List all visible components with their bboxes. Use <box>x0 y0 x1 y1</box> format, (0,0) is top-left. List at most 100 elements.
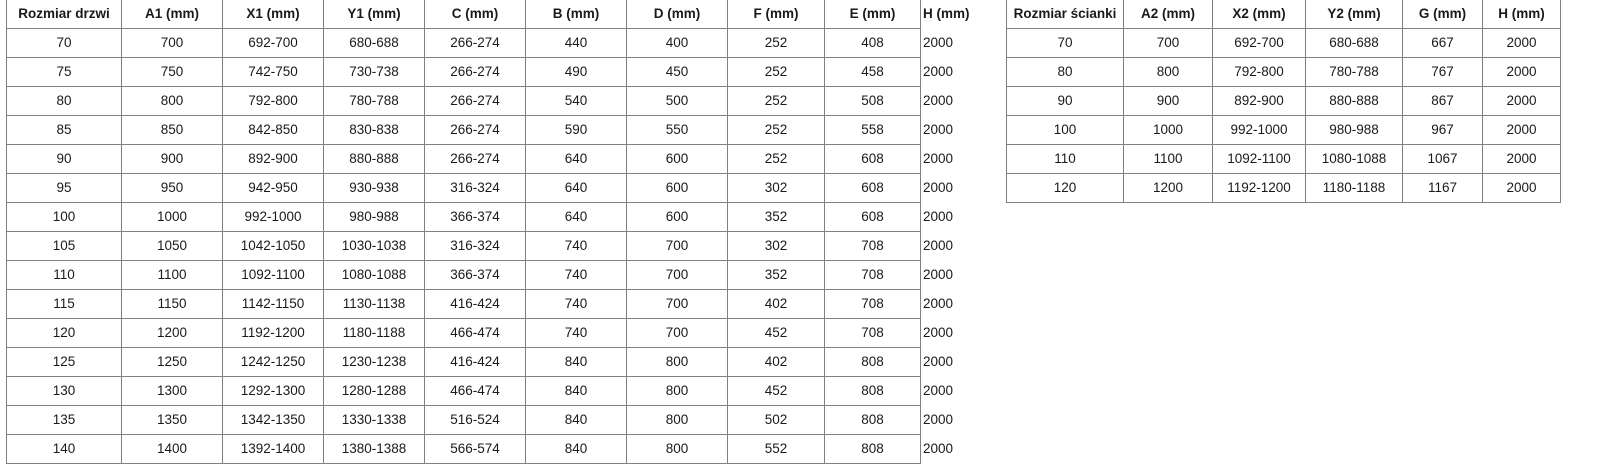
doors-cell-r13-c7: 502 <box>727 405 825 435</box>
table-row: 100 1000 992-1000 980-988 967 2000 <box>1006 115 1561 145</box>
table-row: 85 850 842-850 830-838 266-274 590 550 252 558 20… <box>6 115 953 145</box>
doors-table-header-row: Rozmiar drzwi A1 (mm) X1 (mm) Y1 (mm) C (mm)… <box>6 0 970 29</box>
doors-cell-r8-c1: 1100 <box>121 260 223 290</box>
table-row: 130 1300 1292-1300 1280-1288 466-474 840 800 45… <box>6 376 953 406</box>
doors-cell-r3-c2: 842-850 <box>222 115 324 145</box>
doors-cell-r9-c2: 1142-1150 <box>222 289 324 319</box>
wall-table-header-row: Rozmiar ścianki A2 (mm) X2 (mm) Y2 (mm) G (m… <box>1006 0 1561 29</box>
doors-cell-r10-c7: 452 <box>727 318 825 348</box>
doors-table-body: 70 700 692-700 680-688 266-274 440 400 252 408 20… <box>6 28 953 464</box>
wall-cell-r0-c5: 2000 <box>1482 28 1561 58</box>
doors-cell-r11-c8: 808 <box>824 347 921 377</box>
doors-cell-r11-c2: 1242-1250 <box>222 347 324 377</box>
doors-cell-r12-c5: 840 <box>525 376 627 406</box>
wall-cell-r5-c0: 120 <box>1006 173 1124 203</box>
doors-cell-r7-c1: 1050 <box>121 231 223 261</box>
doors-cell-r14-c8: 808 <box>824 434 921 464</box>
doors-cell-r1-c0: 75 <box>6 57 122 87</box>
table-row: 100 1000 992-1000 980-988 366-374 640 600 352 60… <box>6 202 953 232</box>
doors-cell-r9-c7: 402 <box>727 289 825 319</box>
doors-cell-r14-c4: 566-574 <box>424 434 526 464</box>
doors-cell-r6-c1: 1000 <box>121 202 223 232</box>
doors-cell-r5-c1: 950 <box>121 173 223 203</box>
wall-cell-r3-c4: 967 <box>1402 115 1483 145</box>
doors-cell-r12-c4: 466-474 <box>424 376 526 406</box>
doors-cell-r4-c5: 640 <box>525 144 627 174</box>
doors-cell-r10-c4: 466-474 <box>424 318 526 348</box>
doors-cell-r11-c7: 402 <box>727 347 825 377</box>
wall-cell-r3-c0: 100 <box>1006 115 1124 145</box>
doors-cell-r3-c3: 830-838 <box>323 115 425 145</box>
doors-cell-r0-c2: 692-700 <box>222 28 324 58</box>
doors-cell-r2-c5: 540 <box>525 86 627 116</box>
doors-cell-r4-c1: 900 <box>121 144 223 174</box>
doors-cell-r12-c8: 808 <box>824 376 921 406</box>
doors-dimensions-table-container: Rozmiar drzwi A1 (mm) X1 (mm) Y1 (mm) C (mm)… <box>6 0 970 464</box>
doors-cell-r4-c2: 892-900 <box>222 144 324 174</box>
wall-column-header-0: Rozmiar ścianki <box>1006 0 1124 29</box>
doors-cell-r6-c8: 608 <box>824 202 921 232</box>
wall-cell-r1-c5: 2000 <box>1482 57 1561 87</box>
doors-cell-r13-c5: 840 <box>525 405 627 435</box>
wall-cell-r2-c1: 900 <box>1123 86 1213 116</box>
wall-cell-r3-c2: 992-1000 <box>1212 115 1306 145</box>
doors-column-header-1: A1 (mm) <box>121 0 223 29</box>
doors-cell-r4-c8: 608 <box>824 144 921 174</box>
doors-cell-r10-c6: 700 <box>626 318 728 348</box>
doors-cell-r7-c3: 1030-1038 <box>323 231 425 261</box>
doors-cell-r5-c3: 930-938 <box>323 173 425 203</box>
doors-cell-r6-c0: 100 <box>6 202 122 232</box>
doors-cell-r11-c6: 800 <box>626 347 728 377</box>
doors-column-header-7: F (mm) <box>727 0 825 29</box>
doors-cell-r5-c7: 302 <box>727 173 825 203</box>
doors-cell-r14-c0: 140 <box>6 434 122 464</box>
doors-cell-r5-c6: 600 <box>626 173 728 203</box>
wall-cell-r5-c2: 1192-1200 <box>1212 173 1306 203</box>
doors-cell-r10-c0: 120 <box>6 318 122 348</box>
wall-column-header-3: Y2 (mm) <box>1305 0 1403 29</box>
doors-cell-r3-c6: 550 <box>626 115 728 145</box>
wall-cell-r2-c4: 867 <box>1402 86 1483 116</box>
doors-cell-r4-c4: 266-274 <box>424 144 526 174</box>
wall-cell-r2-c5: 2000 <box>1482 86 1561 116</box>
doors-cell-r7-c7: 302 <box>727 231 825 261</box>
doors-cell-r8-c6: 700 <box>626 260 728 290</box>
wall-cell-r3-c5: 2000 <box>1482 115 1561 145</box>
wall-column-header-2: X2 (mm) <box>1212 0 1306 29</box>
doors-cell-r7-c4: 316-324 <box>424 231 526 261</box>
doors-cell-r10-c8: 708 <box>824 318 921 348</box>
doors-cell-r12-c3: 1280-1288 <box>323 376 425 406</box>
doors-cell-r2-c4: 266-274 <box>424 86 526 116</box>
doors-cell-r6-c4: 366-374 <box>424 202 526 232</box>
doors-cell-r13-c2: 1342-1350 <box>222 405 324 435</box>
doors-cell-r0-c6: 400 <box>626 28 728 58</box>
doors-cell-r11-c1: 1250 <box>121 347 223 377</box>
doors-cell-r3-c1: 850 <box>121 115 223 145</box>
doors-cell-r9-c5: 740 <box>525 289 627 319</box>
doors-cell-r10-c5: 740 <box>525 318 627 348</box>
doors-cell-r1-c2: 742-750 <box>222 57 324 87</box>
doors-cell-r11-c4: 416-424 <box>424 347 526 377</box>
doors-cell-r1-c3: 730-738 <box>323 57 425 87</box>
doors-cell-r11-c5: 840 <box>525 347 627 377</box>
wall-column-header-5: H (mm) <box>1482 0 1561 29</box>
doors-dimensions-table: Rozmiar drzwi A1 (mm) X1 (mm) Y1 (mm) C (mm)… <box>6 0 970 464</box>
doors-cell-r14-c5: 840 <box>525 434 627 464</box>
wall-cell-r2-c0: 90 <box>1006 86 1124 116</box>
doors-cell-r10-c3: 1180-1188 <box>323 318 425 348</box>
wall-cell-r0-c2: 692-700 <box>1212 28 1306 58</box>
doors-cell-r12-c7: 452 <box>727 376 825 406</box>
wall-cell-r1-c4: 767 <box>1402 57 1483 87</box>
doors-cell-r13-c1: 1350 <box>121 405 223 435</box>
wall-cell-r0-c4: 667 <box>1402 28 1483 58</box>
wall-dimensions-table-container: Rozmiar ścianki A2 (mm) X2 (mm) Y2 (mm) G (m… <box>1006 0 1561 203</box>
doors-cell-r9-c4: 416-424 <box>424 289 526 319</box>
table-row: 120 1200 1192-1200 1180-1188 1167 2000 <box>1006 173 1561 203</box>
doors-column-header-3: Y1 (mm) <box>323 0 425 29</box>
wall-cell-r4-c2: 1092-1100 <box>1212 144 1306 174</box>
table-row: 90 900 892-900 880-888 867 2000 <box>1006 86 1561 116</box>
doors-cell-r8-c3: 1080-1088 <box>323 260 425 290</box>
doors-cell-r4-c7: 252 <box>727 144 825 174</box>
doors-cell-r3-c4: 266-274 <box>424 115 526 145</box>
doors-cell-r13-c8: 808 <box>824 405 921 435</box>
